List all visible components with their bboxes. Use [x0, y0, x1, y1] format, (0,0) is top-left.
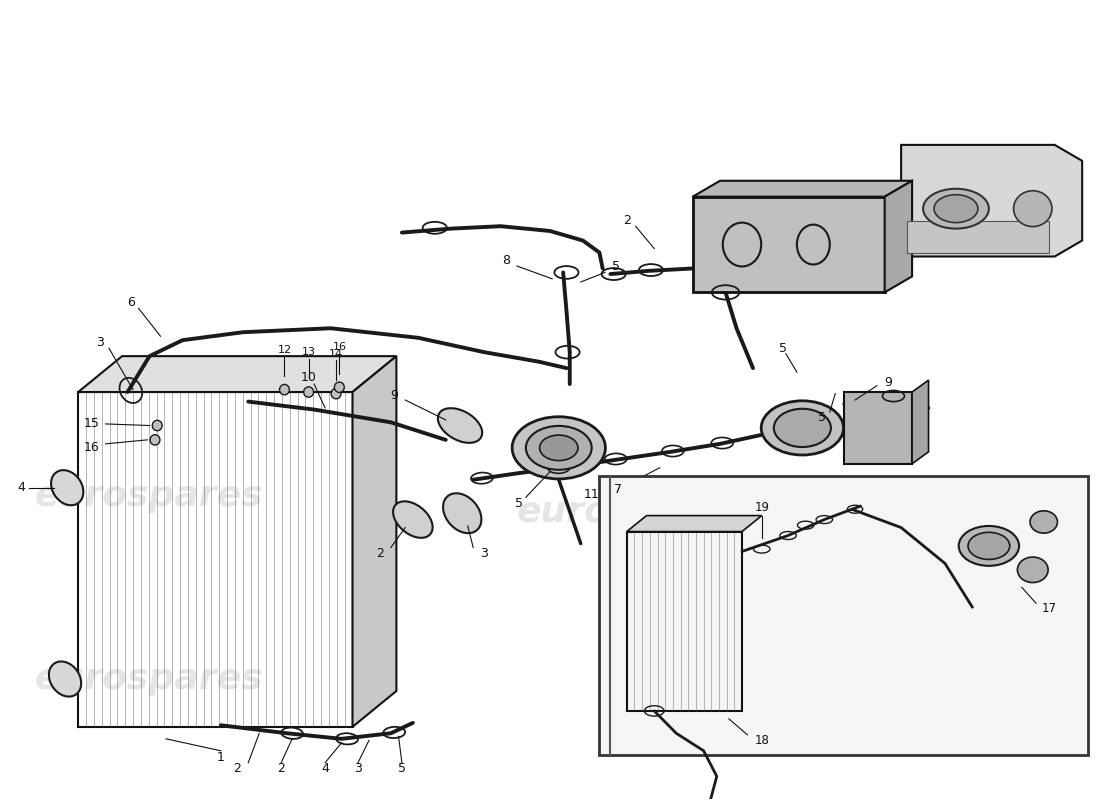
Text: 5: 5: [612, 260, 619, 274]
Text: 17: 17: [1042, 602, 1057, 615]
Text: 5: 5: [515, 497, 524, 510]
Polygon shape: [884, 181, 912, 292]
Polygon shape: [901, 145, 1082, 257]
Text: 19: 19: [755, 501, 769, 514]
Text: 2: 2: [233, 762, 241, 775]
Bar: [906, 221, 1049, 253]
Ellipse shape: [1030, 511, 1057, 533]
Ellipse shape: [331, 389, 341, 399]
Bar: [693, 197, 884, 292]
Text: eurospares: eurospares: [517, 494, 746, 529]
Text: 9: 9: [390, 389, 398, 402]
Ellipse shape: [773, 409, 830, 447]
Text: 6: 6: [126, 296, 135, 310]
Text: 18: 18: [755, 734, 769, 747]
Text: 5: 5: [398, 762, 406, 775]
Ellipse shape: [1018, 557, 1048, 582]
Polygon shape: [912, 380, 928, 464]
Text: 15: 15: [84, 418, 99, 430]
Text: 3: 3: [96, 336, 104, 349]
Ellipse shape: [968, 532, 1010, 559]
Ellipse shape: [334, 382, 344, 393]
Ellipse shape: [443, 494, 482, 533]
Ellipse shape: [304, 387, 313, 398]
Polygon shape: [352, 356, 396, 727]
Bar: [844, 392, 912, 464]
Text: 5: 5: [818, 411, 826, 424]
Text: 9: 9: [884, 376, 892, 389]
Text: 2: 2: [623, 214, 630, 227]
Ellipse shape: [540, 435, 578, 461]
Text: 4: 4: [321, 762, 329, 775]
Ellipse shape: [152, 420, 162, 430]
Bar: [600, 476, 1088, 754]
Text: 16: 16: [332, 342, 346, 352]
Text: 16: 16: [84, 442, 99, 454]
Ellipse shape: [934, 194, 978, 222]
Text: 3: 3: [481, 547, 488, 560]
Polygon shape: [627, 515, 762, 531]
Ellipse shape: [923, 189, 989, 229]
Ellipse shape: [48, 662, 81, 697]
Text: 7: 7: [614, 482, 622, 496]
Polygon shape: [78, 356, 396, 392]
Text: 4: 4: [18, 481, 25, 494]
Polygon shape: [693, 181, 912, 197]
Ellipse shape: [438, 408, 482, 443]
Text: 3: 3: [354, 762, 362, 775]
Ellipse shape: [150, 434, 160, 445]
Text: eurospares: eurospares: [34, 662, 263, 696]
Text: 14: 14: [329, 349, 343, 358]
Text: 12: 12: [277, 345, 292, 354]
Text: 2: 2: [376, 547, 384, 560]
Text: 1: 1: [217, 750, 224, 764]
Bar: [78, 392, 352, 727]
Text: 10: 10: [300, 371, 317, 384]
Bar: [627, 531, 743, 711]
Ellipse shape: [279, 385, 289, 395]
Text: 13: 13: [301, 347, 316, 357]
Ellipse shape: [51, 470, 84, 506]
Ellipse shape: [393, 502, 432, 538]
Text: 8: 8: [502, 254, 510, 267]
Text: 2: 2: [277, 762, 285, 775]
Text: 11: 11: [584, 487, 600, 501]
Ellipse shape: [1013, 190, 1052, 226]
Ellipse shape: [959, 526, 1019, 566]
Text: 5: 5: [779, 342, 786, 354]
Ellipse shape: [761, 401, 844, 455]
Ellipse shape: [526, 426, 592, 470]
Text: eurospares: eurospares: [34, 478, 263, 513]
Ellipse shape: [513, 417, 605, 479]
